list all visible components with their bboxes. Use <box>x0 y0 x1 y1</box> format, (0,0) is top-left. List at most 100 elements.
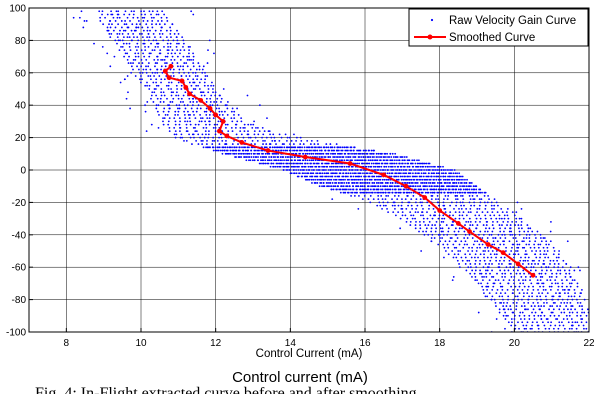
raw-point <box>490 233 493 236</box>
raw-point <box>501 272 504 275</box>
raw-point <box>502 298 504 301</box>
raw-point <box>361 152 364 155</box>
raw-point <box>469 220 472 223</box>
raw-point <box>516 201 519 204</box>
raw-point <box>536 230 539 233</box>
raw-point <box>368 149 370 152</box>
raw-point <box>434 230 437 233</box>
raw-point <box>409 211 412 214</box>
raw-point <box>112 16 115 19</box>
smoothed-point <box>347 161 353 166</box>
raw-point <box>487 285 490 288</box>
raw-point <box>404 178 407 181</box>
raw-point <box>147 65 150 68</box>
raw-point <box>465 182 468 184</box>
raw-point <box>361 162 364 165</box>
raw-point <box>138 62 140 64</box>
raw-point <box>541 292 544 295</box>
raw-point <box>530 263 533 265</box>
raw-point <box>490 217 493 220</box>
raw-point <box>488 279 491 282</box>
raw-point <box>323 146 326 149</box>
raw-point <box>513 243 515 246</box>
raw-point <box>389 188 392 191</box>
raw-point <box>488 233 491 236</box>
raw-point <box>231 130 234 133</box>
raw-point <box>508 230 511 233</box>
raw-point <box>501 288 504 291</box>
raw-point <box>451 185 454 188</box>
raw-point <box>339 159 341 162</box>
raw-point <box>304 175 307 178</box>
raw-point <box>216 104 219 107</box>
raw-point <box>291 156 294 158</box>
raw-point <box>128 45 131 48</box>
raw-point <box>356 191 358 194</box>
raw-point <box>154 88 157 90</box>
raw-point <box>160 88 163 90</box>
raw-point <box>381 188 384 191</box>
raw-point <box>363 185 366 188</box>
raw-point <box>101 10 104 13</box>
raw-point <box>437 191 440 194</box>
raw-point <box>128 55 130 58</box>
raw-point <box>457 230 460 233</box>
raw-point <box>440 230 443 233</box>
raw-point <box>537 263 540 265</box>
raw-point <box>447 191 450 194</box>
raw-point <box>486 282 489 285</box>
raw-point <box>141 36 144 39</box>
raw-point <box>343 165 346 168</box>
raw-point <box>331 182 334 184</box>
raw-point <box>149 75 152 77</box>
raw-point <box>463 243 466 246</box>
raw-point <box>316 139 319 142</box>
raw-point <box>326 165 329 168</box>
raw-point <box>335 143 338 145</box>
raw-point <box>373 156 375 158</box>
raw-point <box>244 156 246 158</box>
raw-point <box>453 178 456 181</box>
raw-point <box>473 272 476 275</box>
raw-point <box>461 182 463 184</box>
raw-point <box>481 191 483 194</box>
raw-point <box>458 172 461 175</box>
raw-point <box>190 107 193 110</box>
raw-point <box>327 152 330 155</box>
raw-point <box>188 97 191 100</box>
raw-point <box>437 188 440 191</box>
raw-point <box>382 204 385 207</box>
raw-point <box>357 172 360 175</box>
raw-point <box>557 298 560 301</box>
raw-point <box>197 143 200 145</box>
raw-point <box>124 52 127 55</box>
raw-point <box>274 156 276 158</box>
raw-point <box>531 250 533 252</box>
y-tick-label: -20 <box>12 198 27 209</box>
raw-point <box>533 305 536 307</box>
raw-point <box>200 120 203 123</box>
raw-point <box>407 204 410 207</box>
raw-point <box>111 13 114 16</box>
raw-point <box>419 185 422 188</box>
raw-point <box>126 58 129 61</box>
raw-point <box>106 13 109 16</box>
raw-point <box>505 305 508 307</box>
raw-point <box>420 169 423 171</box>
raw-point <box>143 42 146 45</box>
raw-point <box>271 146 274 149</box>
raw-point <box>557 253 560 256</box>
raw-point <box>404 198 407 201</box>
raw-point <box>573 279 576 282</box>
raw-point <box>507 314 509 317</box>
raw-point <box>385 159 388 162</box>
raw-point <box>484 246 486 249</box>
raw-point <box>141 78 143 81</box>
raw-point <box>493 207 495 210</box>
raw-point <box>153 88 156 90</box>
raw-point <box>452 172 455 175</box>
raw-point <box>381 152 383 155</box>
raw-point <box>368 175 371 178</box>
raw-point <box>219 133 222 136</box>
raw-point <box>147 33 150 35</box>
